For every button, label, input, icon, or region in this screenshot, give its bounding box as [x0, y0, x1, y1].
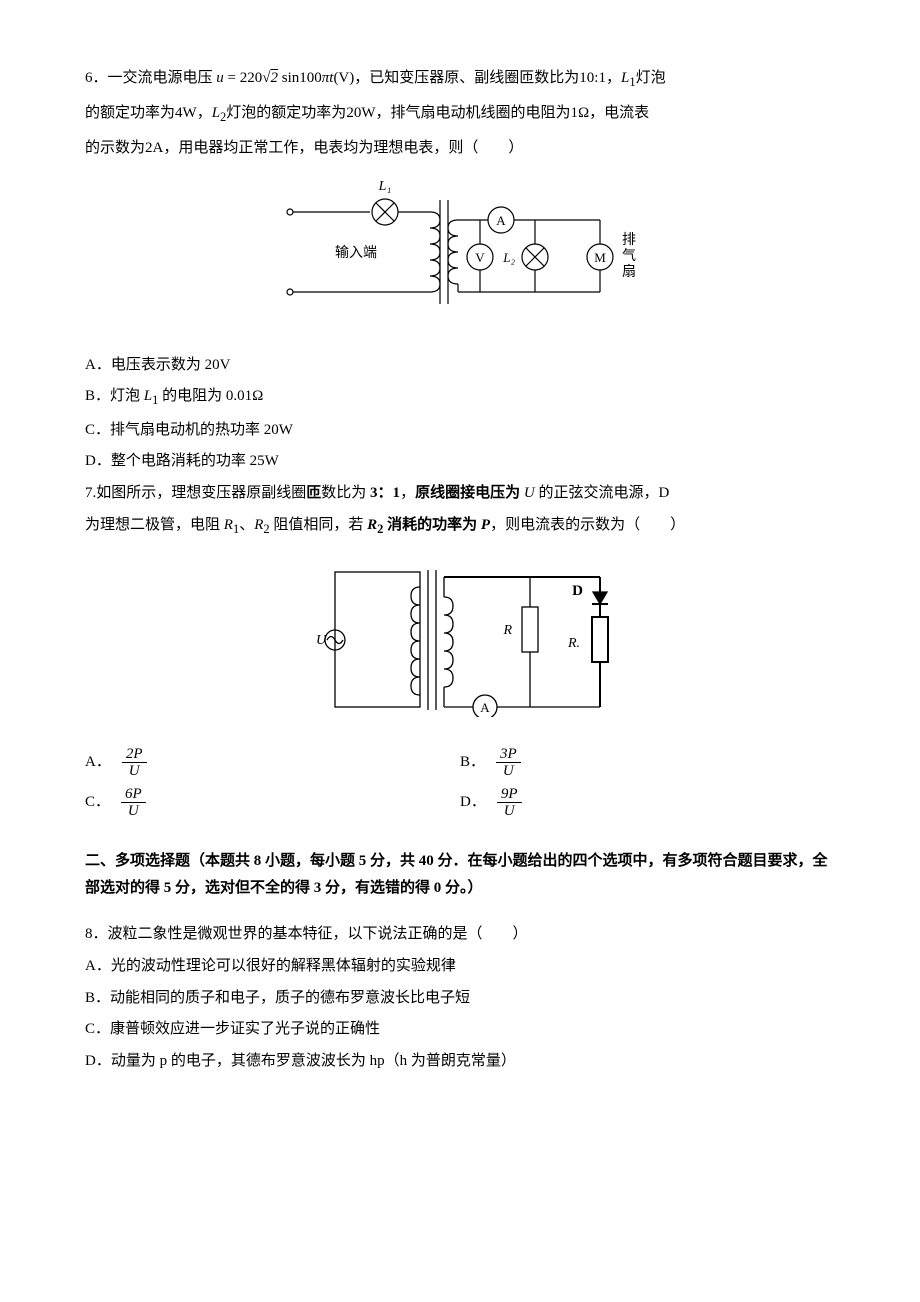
- q6-circuit-svg: L₁ A M V L₂ 输入端 排 气 扇: [270, 172, 650, 322]
- q6-t3a: 的示数为: [85, 140, 145, 156]
- q7-optC: C． 6PU: [85, 786, 460, 820]
- q6-optC: C．排气扇电动机的热功率 20W: [85, 416, 835, 445]
- q8-optC: C．康普顿效应进一步证实了光子说的正确性: [85, 1015, 835, 1044]
- q6-input-label: 输入端: [335, 245, 377, 261]
- q6-optB-L1: L1: [144, 388, 159, 404]
- q8-optA: A．光的波动性理论可以很好的解释黑体辐射的实验规律: [85, 952, 835, 981]
- q6-optA: A．电压表示数为 20V: [85, 351, 835, 380]
- section2-heading: 二、多项选择题（本题共 8 小题，每小题 5 分，共 40 分．在每小题给出的四…: [85, 848, 835, 902]
- q6-t3b: ，用电器均正常工作，电表均为理想电表，则（ ）: [163, 140, 523, 156]
- q6-amp: 2A: [145, 140, 163, 156]
- q6-line2: 的额定功率为4W，L2灯泡的额定功率为20W，排气扇电动机线圈的电阻为1Ω，电流…: [85, 99, 835, 130]
- q6-line1: 6．一交流电源电压 u = 220√2 sin100πt(V)，已知变压器原、副…: [85, 64, 835, 95]
- q7-optD-frac: 9PU: [497, 786, 522, 820]
- q7-optC-frac: 6PU: [121, 786, 146, 820]
- svg-text:R: R: [502, 623, 512, 638]
- q7-t2: ，: [400, 485, 415, 501]
- svg-text:A: A: [480, 700, 490, 715]
- q7-l2d: ，则电流表的示数为（ ）: [490, 517, 685, 533]
- q7-u-label: U: [316, 633, 327, 648]
- q7-t1: 数比为: [321, 485, 370, 501]
- q7-optD: D． 9PU: [460, 786, 835, 820]
- q7-R1: R1: [224, 517, 239, 533]
- q7-circuit-svg: D R. R A U: [280, 552, 640, 717]
- q6-optB: B．灯泡 L1 的电阻为 0.01Ω: [85, 382, 835, 413]
- q7-bR2: R2: [367, 517, 383, 533]
- q6-r: 1Ω: [571, 105, 590, 121]
- q6-fan2: 气: [622, 248, 636, 264]
- q7-U: U: [524, 485, 535, 501]
- q7-l2c: 阻值相同，若: [270, 517, 368, 533]
- q7-ratio: 3：1: [370, 485, 400, 501]
- q6-fan3: 扇: [622, 264, 636, 280]
- q6-options: A．电压表示数为 20V B．灯泡 L1 的电阻为 0.01Ω C．排气扇电动机…: [85, 351, 835, 476]
- q7-bP: P: [481, 517, 490, 533]
- q6-diagram: L₁ A M V L₂ 输入端 排 气 扇: [85, 172, 835, 333]
- svg-text:M: M: [594, 250, 606, 265]
- q7-l2a: 为理想二极管，电阻: [85, 517, 224, 533]
- q6-formula: u = 220√2 sin100πt(V): [216, 70, 354, 86]
- q6-t2d: ，排气扇电动机线圈的电阻为: [375, 105, 570, 121]
- q7-diagram: D R. R A U: [85, 552, 835, 728]
- q7-numtext: 7.如图所示，理想变压器原副线圈: [85, 485, 306, 501]
- q7-b1: 匝: [306, 485, 321, 501]
- q6-t2a: 的额定功率为: [85, 105, 175, 121]
- q7-R2a: R2: [254, 517, 269, 533]
- q6-t2c: 灯泡的额定功率为: [226, 105, 346, 121]
- q7-optB-frac: 3PU: [496, 746, 521, 780]
- q6-L2: L2: [212, 105, 227, 121]
- q7-optA-frac: 2PU: [122, 746, 147, 780]
- q8-optD: D．动量为 p 的电子，其德布罗意波波长为 hp（h 为普朗克常量）: [85, 1047, 835, 1076]
- q7-optC-letter: C．: [85, 788, 110, 817]
- q6-fan1: 排: [622, 232, 636, 248]
- q6-L1: L1: [621, 70, 636, 86]
- q6-t1c: ，: [606, 70, 621, 86]
- q7-optB-letter: B．: [460, 748, 485, 777]
- svg-text:L₁: L₁: [378, 179, 392, 194]
- svg-text:V: V: [475, 250, 485, 265]
- svg-text:L₂: L₂: [502, 250, 515, 265]
- svg-text:D: D: [572, 583, 583, 599]
- q6-optD: D．整个电路消耗的功率 25W: [85, 447, 835, 476]
- q8-stem: 8．波粒二象性是微观世界的基本特征，以下说法正确的是（ ）: [85, 920, 835, 949]
- q6-optB-a: B．灯泡: [85, 388, 144, 404]
- q7-optD-letter: D．: [460, 788, 486, 817]
- q6-p2: 20W: [346, 105, 375, 121]
- q6-t1b: ，已知变压器原、副线圈匝数比为: [354, 70, 579, 86]
- svg-text:A: A: [496, 213, 506, 228]
- q6-number: 6．: [85, 70, 108, 86]
- q6-t2e: ，电流表: [589, 105, 649, 121]
- q6-t1d: 灯泡: [636, 70, 666, 86]
- q7-b2: 原线圈接电压为: [415, 485, 524, 501]
- q7-options: A． 2PU B． 3PU C． 6PU D． 9PU: [85, 746, 835, 820]
- svg-text:R.: R.: [567, 636, 580, 651]
- q8-optB: B．动能相同的质子和电子，质子的德布罗意波长比电子短: [85, 984, 835, 1013]
- q6-p1: 4W: [175, 105, 197, 121]
- q6-line3: 的示数为2A，用电器均正常工作，电表均为理想电表，则（ ）: [85, 134, 835, 163]
- q7-t3: 的正弦交流电源，D: [535, 485, 670, 501]
- q7-btext: 消耗的功率为: [383, 517, 481, 533]
- q6-ratio: 10:1: [579, 70, 606, 86]
- q7-line1: 7.如图所示，理想变压器原副线圈匝数比为 3：1，原线圈接电压为 U 的正弦交流…: [85, 479, 835, 508]
- q7-optB: B． 3PU: [460, 746, 835, 780]
- q6-t1a: 一交流电源电压: [108, 70, 217, 86]
- q7-optA-letter: A．: [85, 748, 111, 777]
- q6-t2b: ，: [197, 105, 212, 121]
- q6-optB-b: 的电阻为 0.01Ω: [158, 388, 263, 404]
- q7-line2: 为理想二极管，电阻 R1、R2 阻值相同，若 R2 消耗的功率为 P，则电流表的…: [85, 511, 835, 542]
- q7-l2b: 、: [239, 517, 254, 533]
- q7-optA: A． 2PU: [85, 746, 460, 780]
